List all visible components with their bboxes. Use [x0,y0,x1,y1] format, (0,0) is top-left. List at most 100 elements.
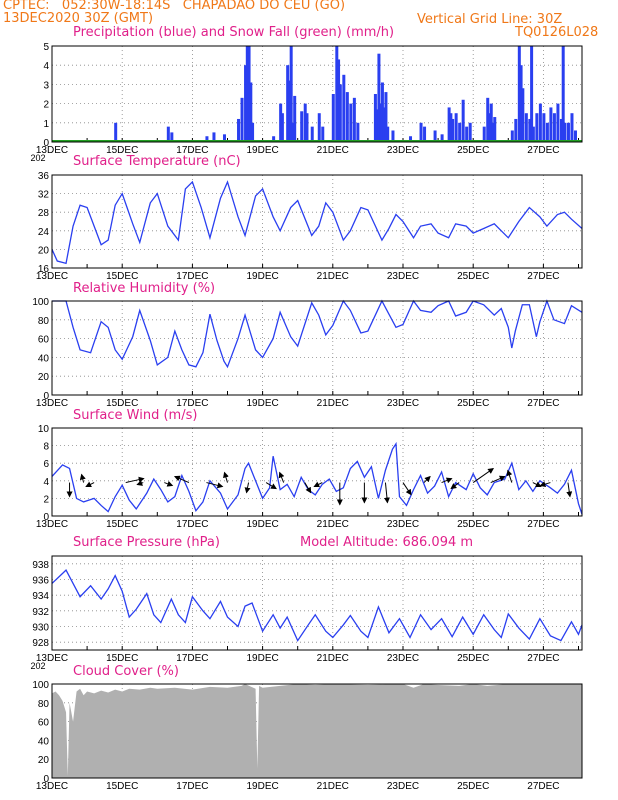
precip-bar [493,117,497,142]
x-tick-label: 25DEC [457,653,489,664]
precip-bar [251,122,255,142]
precip-bar [482,126,486,142]
x-tick-label: 13DEC [36,271,68,282]
precip-bar [205,136,209,142]
panel-title: Surface Temperature (nC) [73,154,241,169]
y-tick-label: 5 [43,42,49,53]
x-tick-label: 23DEC [387,519,419,530]
model-altitude: Model Altitude: 686.094 m [300,535,473,550]
precip-bar [487,113,491,142]
panel-title: Precipitation (blue) and Snow Fall (gree… [73,25,394,40]
y-tick-label: 4 [43,477,49,488]
y-tick-label: 936 [32,576,49,587]
y-tick-label: 932 [32,607,49,618]
panel-pressure: Surface Pressure (hPa) Model Altitude: 68… [30,535,583,671]
precip-bar [272,136,276,142]
y-tick-label: 2 [43,494,49,505]
y-tick-label: 10 [38,424,50,435]
precip-bar [286,65,290,142]
y-tick-label: 6 [43,459,49,470]
precip-bar [486,97,490,142]
precip-bar [514,118,518,142]
x-tick-label: 21DEC [317,271,349,282]
precip-bar [247,46,251,142]
wind-vector [402,482,412,496]
precip-bar [305,113,309,142]
precip-bar [380,82,384,142]
wind-vector [450,482,460,490]
panel-frame [51,300,583,396]
x-tick-label: 13DEC [36,781,68,792]
y-tick-label: 60 [38,335,50,346]
precip-bar [244,65,248,142]
y-tick-label: 60 [38,718,50,729]
precip-bar [517,46,521,142]
wind-vector [85,481,95,488]
precip-bar [289,46,293,142]
precip-bar [379,103,383,142]
precip-bar [530,46,534,142]
precip-bar [212,132,216,142]
x-tick-label: 15DEC [106,653,138,664]
model-code: TQ0126L028 [515,25,599,40]
precip-bar [373,94,377,142]
precip-bar [338,84,342,142]
precip-bar [573,130,577,142]
precip-bar [356,122,360,142]
y-tick-label: 20 [38,372,50,383]
precip-bar [538,103,542,142]
wind-vector [423,475,431,483]
x-tick-label: 19DEC [246,145,278,156]
y-tick-label: 16 [38,264,50,275]
panel-humidity: Relative Humidity (%) 0 20 40 60 80 100 13DEC 15… [32,281,583,409]
precip-bar [170,132,174,142]
wind-vector [136,480,144,486]
x-tick-label: 23DEC [387,398,419,409]
precip-bar [114,122,118,142]
precip-bar [331,94,335,142]
x-tick-label: 23DEC [387,271,419,282]
x-tick-label: 23DEC [387,781,419,792]
x-tick-label: 23DEC [387,653,419,664]
precip-bar [440,134,444,142]
x-tick-label: 25DEC [457,781,489,792]
precip-bar [491,122,495,142]
y-tick-label: 8 [43,442,49,453]
wind-vector [173,475,190,484]
x-tick-label: 17DEC [176,781,208,792]
x-tick-label: 25DEC [457,398,489,409]
precip-bar [352,97,356,142]
precip-bar [386,126,390,142]
wind-vector [164,480,174,487]
x-tick-label: 15DEC [106,519,138,530]
precip-bar [489,103,493,142]
x-tick-label: 27DEC [527,653,559,664]
precip-bar [391,130,395,142]
y-tick-label: 36 [38,171,50,182]
x-tick-label: 27DEC [527,398,559,409]
x-tick-label: 25DEC [457,519,489,530]
precip-bar [349,103,353,142]
x-year-label: 202 [30,153,45,163]
y-tick-label: 32 [38,190,50,201]
precip-bar [377,53,381,142]
precip-bar [303,103,307,142]
y-tick-label: 100 [32,680,49,691]
panel-frame [51,555,583,651]
x-tick-label: 15DEC [106,398,138,409]
panel-cloud: Cloud Cover (%) 0 20 40 60 80 100 13DEC 15DEC 17D… [32,664,583,792]
wind-vector [472,467,495,483]
panel-title: Relative Humidity (%) [73,281,215,296]
y-tick-label: 20 [38,755,50,766]
y-tick-label: 4 [43,61,49,72]
precip-bar [559,118,563,142]
x-tick-label: 27DEC [527,145,559,156]
humidity-line [52,299,583,369]
precip-bar [317,113,321,142]
x-tick-label: 27DEC [527,271,559,282]
precip-bar [240,97,244,142]
wind-vector [441,477,453,484]
precip-bar [521,88,525,142]
panel-precip: Precipitation (blue) and Snow Fall (gree… [30,25,583,163]
station-header: CPTEC: 052:30W-18:14S CHAPADAO DO CEU (G… [3,0,346,13]
